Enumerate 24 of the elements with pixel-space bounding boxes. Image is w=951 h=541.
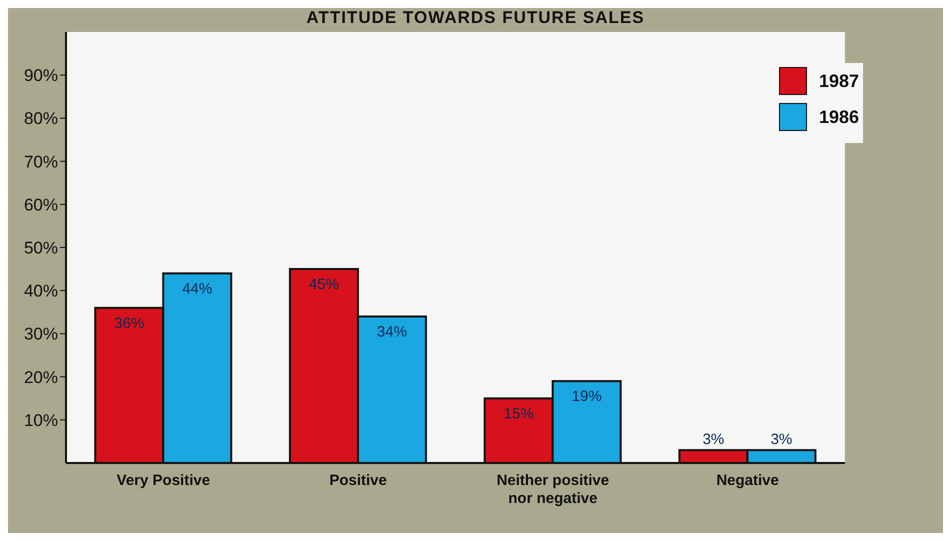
text: 45%: [308, 276, 339, 294]
x-tick-label: Negative: [716, 472, 779, 489]
x-tick-label: Very Positive: [116, 472, 210, 489]
x-tick-label: Positive: [329, 472, 387, 489]
text: 19%: [572, 388, 602, 406]
x-tick-label: Neither positive nor negative: [496, 472, 610, 507]
y-tick-label: 60%: [24, 195, 58, 214]
text: 44%: [182, 280, 212, 298]
chart-title: ATTITUDE TOWARDS FUTURE SALES: [305, 8, 646, 28]
y-tick-label: 50%: [24, 238, 58, 258]
text: 15%: [504, 405, 534, 422]
text: 3%: [770, 431, 792, 448]
y-tick-label: 40%: [24, 282, 58, 301]
y-tick-label: 10%: [24, 410, 58, 430]
y-tick-label: 90%: [24, 66, 58, 86]
y-tick-label: 30%: [24, 324, 58, 344]
legend-label: 1987: [818, 70, 859, 92]
y-tick-label: 70%: [24, 152, 58, 172]
text: 36%: [114, 314, 144, 332]
y-tick-label: 20%: [24, 368, 58, 387]
legend-label: 1986: [818, 106, 859, 128]
text: 3%: [702, 431, 724, 448]
y-tick-label: 80%: [24, 109, 58, 128]
text: 34%: [376, 323, 407, 340]
